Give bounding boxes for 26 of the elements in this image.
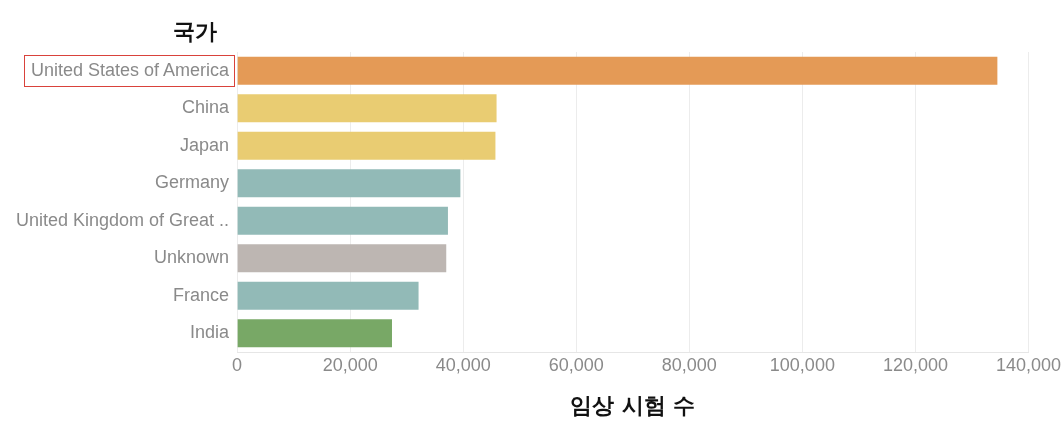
y-tick-label: United Kingdom of Great .. <box>16 209 230 230</box>
x-axis-title: 임상 시험 수 <box>570 392 696 418</box>
x-tick-label: 0 <box>232 354 243 375</box>
y-tick-label: France <box>173 284 230 305</box>
bar <box>237 281 419 310</box>
bar <box>237 131 496 160</box>
y-tick-label: Japan <box>180 134 230 155</box>
bar <box>237 206 448 235</box>
y-tick-label: India <box>190 322 231 343</box>
y-tick-label: Unknown <box>154 247 230 268</box>
bar <box>237 319 392 348</box>
x-tick-label: 100,000 <box>769 354 835 375</box>
bar <box>237 94 497 123</box>
bar <box>237 244 447 273</box>
bar <box>237 169 461 198</box>
x-tick-label: 140,000 <box>995 354 1062 375</box>
x-tick-label: 40,000 <box>435 354 491 375</box>
bar <box>237 56 998 85</box>
x-tick-label: 80,000 <box>661 354 717 375</box>
x-tick-label: 20,000 <box>322 354 378 375</box>
x-tick-label: 120,000 <box>882 354 948 375</box>
y-tick-label: United States of America <box>31 59 231 80</box>
y-axis-title: 국가 <box>173 18 218 44</box>
y-tick-label: Germany <box>155 172 230 193</box>
x-tick-label: 60,000 <box>548 354 604 375</box>
y-tick-label: China <box>182 97 231 118</box>
